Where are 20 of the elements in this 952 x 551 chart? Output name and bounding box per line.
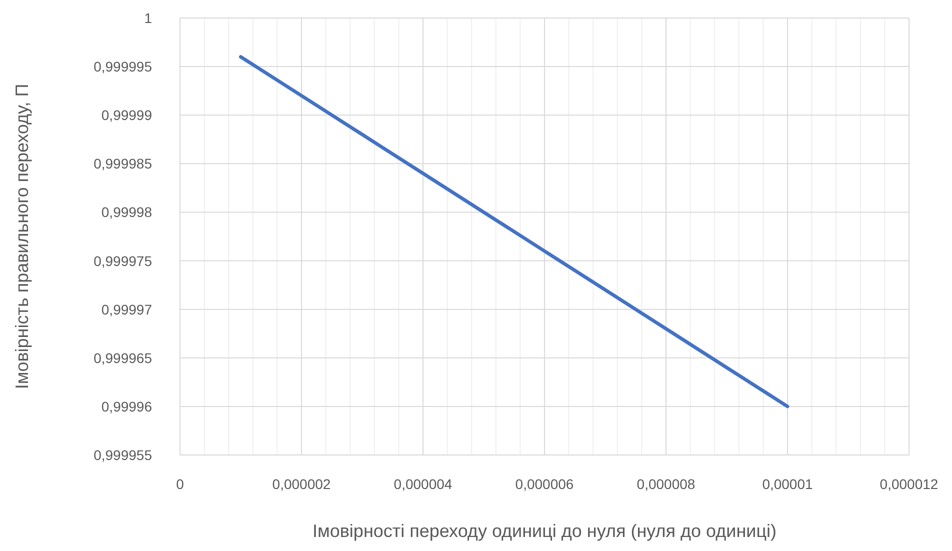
y-tick-label: 0,99998 (101, 204, 152, 220)
x-tick-label: 0,000002 (272, 476, 331, 492)
y-tick-label: 0,999985 (94, 156, 152, 172)
y-tick-label: 0,99999 (101, 107, 152, 124)
y-axis-title: Імовірність правильного переходу, П (12, 84, 32, 390)
y-tick-label: 1 (144, 10, 152, 26)
y-tick-label: 0,999955 (94, 447, 152, 463)
x-tick-label: 0,000006 (515, 476, 574, 492)
line-series (239, 55, 790, 408)
x-tick-label: 0,000012 (880, 476, 938, 492)
y-tick-label: 0,999995 (94, 58, 152, 75)
y-tick-label: 0,99997 (101, 301, 152, 318)
y-tick-label: 0,999975 (94, 252, 152, 269)
y-tick-label: 0,999965 (94, 350, 152, 366)
x-tick-label: 0 (176, 476, 184, 492)
x-tick-label: 0,00001 (762, 476, 814, 492)
x-tick-label: 0,000008 (636, 476, 696, 492)
y-tick-label: 0,99996 (101, 398, 152, 414)
x-tick-label: 0,000004 (394, 476, 452, 492)
x-axis-title: Імовірності переходу одиниці до нуля (нуля до одиниці) (312, 521, 777, 541)
